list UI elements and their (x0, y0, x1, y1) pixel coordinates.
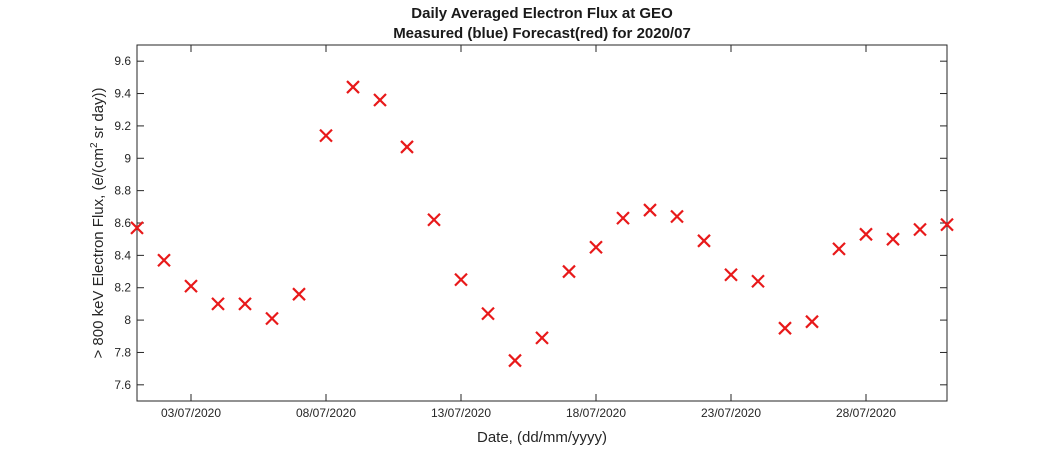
y-axis: 7.6 7.8 8 8.2 8.4 8.6 8.8 9 9.2 9.4 9.6 (114, 54, 947, 392)
data-point (130, 221, 144, 235)
x-tick-label: 28/07/2020 (836, 406, 896, 420)
y-tick-label: 9.4 (114, 87, 131, 101)
y-tick-label: 7.6 (114, 378, 131, 392)
data-point (508, 353, 522, 368)
chart-title-line-1: Daily Averaged Electron Flux at GEO (411, 5, 673, 22)
data-point (400, 140, 414, 154)
y-tick-label: 8.4 (114, 248, 131, 262)
y-axis-label-superscript: 2 (89, 142, 100, 148)
data-point (265, 311, 279, 326)
y-tick-label: 8.8 (114, 184, 131, 198)
x-tick-label: 03/07/2020 (161, 406, 221, 420)
data-point (346, 80, 360, 94)
data-point (697, 234, 711, 248)
data-series (130, 80, 954, 368)
data-point (805, 314, 819, 329)
data-point (184, 279, 198, 293)
y-axis-label-suffix: sr day)) (90, 87, 107, 142)
y-tick-label: 8 (124, 313, 131, 327)
data-point (535, 331, 549, 345)
data-point (562, 264, 576, 279)
data-point (211, 297, 225, 311)
data-point (859, 227, 873, 242)
y-tick-label: 9.2 (114, 119, 131, 133)
data-point (940, 217, 954, 232)
chart-title-line-2: Measured (blue) Forecast(red) for 2020/0… (393, 25, 691, 42)
data-point (589, 240, 603, 255)
x-tick-label: 18/07/2020 (566, 406, 626, 420)
data-point (886, 232, 900, 246)
data-point (238, 297, 252, 311)
data-point (157, 253, 171, 267)
data-point (481, 306, 495, 321)
data-point (427, 212, 441, 227)
x-tick-label: 13/07/2020 (431, 406, 491, 420)
data-point (670, 209, 684, 224)
data-point (832, 242, 846, 256)
y-tick-label: 9 (124, 151, 131, 165)
x-tick-label: 23/07/2020 (701, 406, 761, 420)
data-point (751, 274, 765, 289)
data-point (724, 268, 738, 282)
data-point (319, 128, 333, 143)
data-point (454, 272, 468, 287)
y-tick-label: 8.2 (114, 281, 131, 295)
plot-area-frame (136, 44, 948, 402)
data-point (373, 93, 387, 107)
x-axis: 03/07/2020 08/07/2020 13/07/2020 18/07/2020… (161, 45, 896, 420)
y-axis-label: > 800 keV Electron Flux, (e/(cm2 sr day)… (89, 87, 107, 358)
data-point (616, 211, 630, 225)
y-tick-label: 9.6 (114, 54, 131, 68)
data-point (292, 287, 306, 301)
x-axis-label: Date, (dd/mm/yyyy) (477, 429, 607, 446)
data-point (913, 222, 927, 237)
y-tick-label: 8.6 (114, 216, 131, 230)
x-tick-label: 08/07/2020 (296, 406, 356, 420)
y-tick-label: 7.8 (114, 345, 131, 359)
y-axis-label-main: > 800 keV Electron Flux, (e/(cm (90, 148, 107, 359)
data-point (643, 203, 657, 217)
data-point (778, 321, 792, 335)
